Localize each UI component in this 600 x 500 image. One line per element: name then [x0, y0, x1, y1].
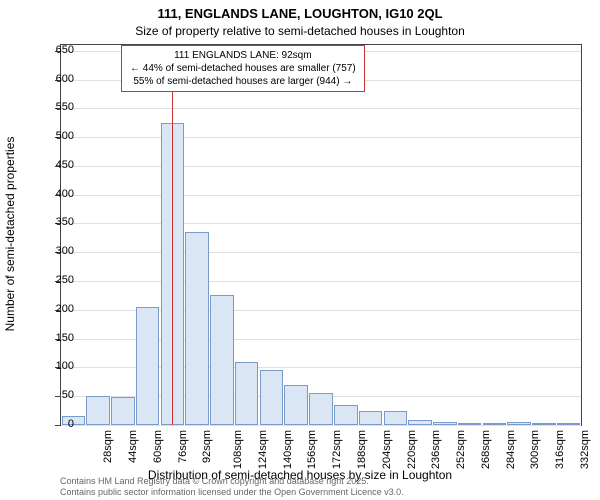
y-tick: [55, 425, 61, 426]
histogram-bar: [507, 422, 531, 425]
y-tick-label: 350: [56, 216, 74, 228]
histogram-bar: [334, 405, 358, 425]
histogram-bar: [408, 420, 432, 425]
histogram-bar: [235, 362, 259, 425]
x-tick-label: 332sqm: [579, 430, 591, 469]
y-gridline: [61, 252, 581, 253]
chart-container: 111, ENGLANDS LANE, LOUGHTON, IG10 2QL S…: [0, 0, 600, 500]
footer-attribution: Contains HM Land Registry data © Crown c…: [60, 476, 404, 498]
y-tick-label: 50: [62, 389, 74, 401]
histogram-bar: [260, 370, 284, 425]
histogram-bar: [359, 411, 383, 425]
x-tick-label: 76sqm: [177, 430, 189, 463]
x-tick-label: 220sqm: [406, 430, 418, 469]
y-tick-label: 550: [56, 101, 74, 113]
histogram-bar: [86, 396, 110, 425]
x-tick-label: 300sqm: [529, 430, 541, 469]
annotation-line: ← 44% of semi-detached houses are smalle…: [130, 62, 356, 75]
footer-line: Contains HM Land Registry data © Crown c…: [60, 476, 404, 487]
histogram-bar: [185, 232, 209, 425]
histogram-bar: [111, 397, 135, 425]
x-tick-label: 124sqm: [257, 430, 269, 469]
y-gridline: [61, 137, 581, 138]
histogram-bar: [532, 423, 556, 425]
histogram-bar: [458, 423, 482, 425]
y-tick-label: 150: [56, 332, 74, 344]
y-tick-label: 600: [56, 73, 74, 85]
annotation-line: 111 ENGLANDS LANE: 92sqm: [130, 49, 356, 62]
annotation-box: 111 ENGLANDS LANE: 92sqm← 44% of semi-de…: [121, 45, 365, 92]
plot-area: 111 ENGLANDS LANE: 92sqm← 44% of semi-de…: [60, 44, 582, 426]
y-gridline: [61, 108, 581, 109]
y-axis-label: Number of semi-detached properties: [3, 137, 17, 332]
y-gridline: [61, 281, 581, 282]
annotation-line: 55% of semi-detached houses are larger (…: [130, 75, 356, 88]
marker-line: [172, 45, 173, 425]
y-gridline: [61, 166, 581, 167]
x-tick-label: 316sqm: [554, 430, 566, 469]
histogram-bar: [384, 411, 408, 425]
x-tick-label: 172sqm: [331, 430, 343, 469]
x-tick-label: 28sqm: [102, 430, 114, 463]
y-tick-label: 650: [56, 44, 74, 56]
x-tick-label: 108sqm: [232, 430, 244, 469]
x-tick-label: 92sqm: [201, 430, 213, 463]
x-tick-label: 188sqm: [356, 430, 368, 469]
x-tick-label: 236sqm: [430, 430, 442, 469]
y-tick: [55, 396, 61, 397]
histogram-bar: [136, 307, 160, 425]
y-tick-label: 250: [56, 274, 74, 286]
y-gridline: [61, 223, 581, 224]
x-tick-label: 140sqm: [282, 430, 294, 469]
histogram-bar: [210, 295, 234, 425]
x-tick-label: 284sqm: [505, 430, 517, 469]
y-tick-label: 450: [56, 159, 74, 171]
y-tick-label: 500: [56, 130, 74, 142]
x-tick-label: 204sqm: [381, 430, 393, 469]
y-tick-label: 300: [56, 245, 74, 257]
chart-subtitle: Size of property relative to semi-detach…: [135, 24, 465, 38]
x-tick-label: 252sqm: [455, 430, 467, 469]
y-tick-label: 100: [56, 360, 74, 372]
x-tick-label: 268sqm: [480, 430, 492, 469]
y-tick-label: 400: [56, 188, 74, 200]
histogram-bar: [284, 385, 308, 425]
y-gridline: [61, 195, 581, 196]
x-tick-label: 156sqm: [307, 430, 319, 469]
histogram-bar: [433, 422, 457, 425]
x-tick-label: 60sqm: [152, 430, 164, 463]
y-tick-label: 0: [68, 418, 74, 430]
chart-title: 111, ENGLANDS LANE, LOUGHTON, IG10 2QL: [157, 6, 442, 21]
x-tick-label: 44sqm: [127, 430, 139, 463]
histogram-bar: [483, 423, 507, 425]
histogram-bar: [557, 423, 581, 425]
footer-line: Contains public sector information licen…: [60, 487, 404, 498]
y-tick-label: 200: [56, 303, 74, 315]
histogram-bar: [309, 393, 333, 425]
y-gridline: [61, 425, 581, 426]
